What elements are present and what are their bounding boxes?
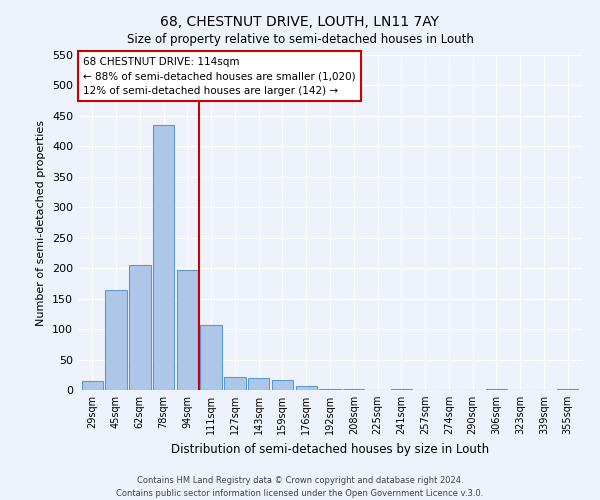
X-axis label: Distribution of semi-detached houses by size in Louth: Distribution of semi-detached houses by … [171, 442, 489, 456]
Bar [176, 270, 198, 390]
Bar [272, 380, 293, 390]
Bar [129, 265, 151, 390]
Bar [296, 386, 317, 390]
Bar [153, 125, 174, 390]
Y-axis label: Number of semi-detached properties: Number of semi-detached properties [37, 120, 46, 326]
Bar [248, 378, 269, 390]
Text: Contains HM Land Registry data © Crown copyright and database right 2024.
Contai: Contains HM Land Registry data © Crown c… [116, 476, 484, 498]
Text: Size of property relative to semi-detached houses in Louth: Size of property relative to semi-detach… [127, 32, 473, 46]
Bar [106, 290, 127, 390]
Bar [224, 376, 245, 390]
Text: 68 CHESTNUT DRIVE: 114sqm
← 88% of semi-detached houses are smaller (1,020)
12% : 68 CHESTNUT DRIVE: 114sqm ← 88% of semi-… [83, 56, 356, 96]
Bar [82, 381, 103, 390]
Text: 68, CHESTNUT DRIVE, LOUTH, LN11 7AY: 68, CHESTNUT DRIVE, LOUTH, LN11 7AY [161, 15, 439, 29]
Bar [200, 325, 222, 390]
